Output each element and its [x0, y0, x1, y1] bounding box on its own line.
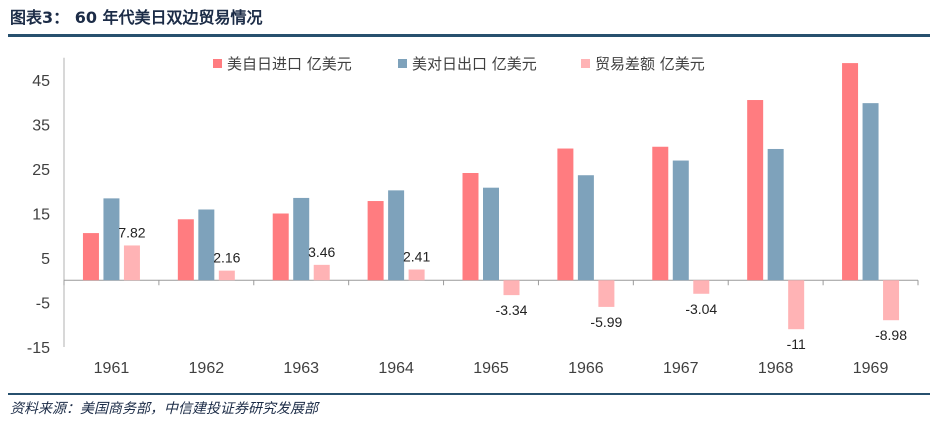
bar-series1 — [747, 100, 764, 281]
data-label: 7.82 — [118, 224, 145, 240]
bar-series1 — [842, 63, 859, 281]
data-label: -3.34 — [496, 302, 528, 318]
legend-label: 贸易差额 亿美元 — [595, 55, 705, 73]
bar-series2 — [672, 160, 689, 281]
legend-swatch — [213, 59, 222, 68]
x-tick-label: 1967 — [663, 360, 699, 377]
bar-series3 — [408, 269, 425, 281]
bar-series3 — [693, 280, 710, 294]
y-tick-label: -5 — [36, 296, 50, 313]
bar-series1 — [462, 173, 479, 281]
bar-series2 — [577, 175, 594, 281]
bar-series3 — [313, 264, 330, 281]
data-label: -11 — [787, 336, 806, 352]
legend-swatch — [581, 59, 590, 68]
bar-series1 — [652, 146, 669, 281]
data-label: -8.98 — [875, 327, 907, 343]
legend-label: 美自日进口 亿美元 — [227, 55, 352, 73]
x-tick-label: 1969 — [853, 360, 889, 377]
bar-series2 — [388, 190, 405, 281]
data-label: 2.41 — [403, 249, 430, 265]
x-tick-label: 1966 — [568, 360, 604, 377]
x-tick-label: 1961 — [94, 360, 130, 377]
y-tick-label: 5 — [41, 251, 50, 268]
bottom-rule — [8, 393, 930, 395]
y-tick-label: 25 — [32, 162, 50, 179]
x-tick-label: 1962 — [189, 360, 225, 377]
bar-series1 — [272, 213, 289, 281]
bar-series2 — [483, 187, 499, 281]
data-label: 2.16 — [213, 250, 240, 266]
bar-series1 — [557, 148, 574, 281]
bar-series1 — [177, 219, 194, 281]
bar-series3 — [218, 270, 235, 281]
x-tick-label: 1965 — [473, 360, 509, 377]
legend-swatch — [398, 59, 407, 68]
y-tick-label: 45 — [32, 73, 50, 90]
bar-series1 — [367, 201, 384, 281]
bar-series2 — [767, 148, 784, 281]
y-tick-label: 35 — [32, 118, 50, 135]
bar-series3 — [883, 280, 900, 321]
x-tick-label: 1963 — [283, 360, 319, 377]
bar-series3 — [503, 280, 520, 296]
y-tick-label: 15 — [32, 207, 50, 224]
chart-title: 图表3： 60 年代美日双边贸易情况 — [10, 8, 263, 27]
bar-series3 — [788, 280, 805, 330]
legend-label: 美对日出口 亿美元 — [412, 55, 537, 73]
bar-series1 — [82, 233, 99, 281]
data-label: -3.04 — [685, 301, 717, 317]
bar-series2 — [103, 198, 120, 281]
data-label: 3.46 — [308, 244, 335, 260]
x-tick-label: 1968 — [758, 360, 794, 377]
bar-series3 — [598, 280, 615, 307]
bar-series2 — [293, 197, 310, 281]
y-tick-label: -15 — [27, 340, 50, 357]
x-tick-label: 1964 — [378, 360, 414, 377]
bar-series2 — [198, 209, 215, 281]
top-rule — [8, 34, 930, 37]
bar-series2 — [862, 103, 879, 281]
bar-series3 — [123, 245, 140, 281]
source-note: 资料来源：美国商务部，中信建投证券研究发展部 — [10, 401, 318, 417]
data-label: -5.99 — [590, 314, 622, 330]
